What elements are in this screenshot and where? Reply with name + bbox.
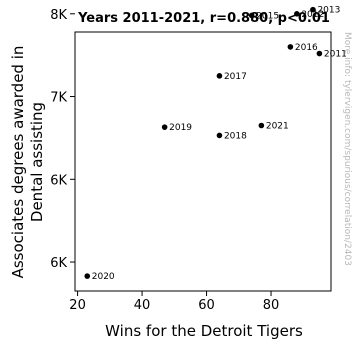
y-tick-label: 7K bbox=[50, 91, 67, 106]
data-point-marker bbox=[316, 50, 323, 57]
data-point-2016: 2016 bbox=[287, 43, 318, 53]
data-point-marker bbox=[216, 132, 223, 139]
data-point-2019: 2019 bbox=[161, 123, 192, 133]
data-point-label: 2015 bbox=[256, 11, 279, 21]
data-point-label: 2017 bbox=[224, 72, 247, 82]
data-point-marker bbox=[258, 122, 265, 129]
x-tick-label: 60 bbox=[198, 298, 215, 313]
data-point-marker bbox=[161, 124, 168, 130]
y-tick-label: 6K bbox=[50, 173, 67, 188]
y-axis-ticks: 6K6K7K8K8K bbox=[50, 8, 75, 271]
x-axis-title: Wins for the Detroit Tigers bbox=[105, 322, 303, 340]
data-point-2013: 2013 bbox=[310, 6, 340, 16]
watermark-text: More info: tylervigen.com/spurious/corre… bbox=[342, 32, 352, 266]
data-point-label: 2013 bbox=[317, 6, 340, 16]
data-point-2017: 2017 bbox=[216, 72, 247, 82]
data-point-2020: 2020 bbox=[84, 272, 115, 282]
data-point-2021: 2021 bbox=[258, 122, 289, 132]
data-point-marker bbox=[216, 73, 223, 79]
data-point-marker bbox=[287, 44, 294, 50]
x-tick-label: 40 bbox=[134, 298, 151, 313]
data-points: 2011201220132014201520162017201820192020… bbox=[84, 6, 347, 282]
chart-title: Years 2011-2021, r=0.880, p<0.01 bbox=[77, 11, 330, 26]
data-point-2012: 2012 bbox=[294, 10, 324, 20]
y-axis-title-line-2: Dental assisting bbox=[28, 102, 46, 222]
data-point-label: 2020 bbox=[92, 272, 115, 282]
data-point-marker bbox=[84, 273, 91, 279]
data-point-label: 2021 bbox=[266, 122, 289, 132]
data-point-label: 2019 bbox=[169, 123, 192, 133]
plot-frame bbox=[74, 31, 332, 292]
data-point-2011: 2011 bbox=[316, 50, 347, 60]
data-point-label: 2018 bbox=[224, 131, 247, 141]
y-axis-title: Associates degrees awarded in Dental ass… bbox=[9, 46, 46, 279]
x-axis-ticks: 20 40 60 80 bbox=[69, 291, 279, 313]
y-axis-title-line-1: Associates degrees awarded in bbox=[9, 46, 27, 279]
data-point-2018: 2018 bbox=[216, 131, 247, 141]
data-point-label: 2011 bbox=[324, 50, 347, 60]
y-tick-label: 6K bbox=[50, 256, 67, 271]
y-tick-label: 8K bbox=[50, 8, 67, 23]
data-point-marker bbox=[310, 6, 316, 13]
data-point-2015: 2015 bbox=[248, 11, 279, 21]
data-point-label: 2012 bbox=[301, 10, 324, 20]
x-tick-label: 80 bbox=[263, 298, 280, 313]
data-point-marker bbox=[248, 12, 255, 19]
x-tick-label: 20 bbox=[69, 298, 86, 313]
data-point-label: 2016 bbox=[295, 43, 318, 53]
data-point-marker bbox=[294, 10, 300, 17]
